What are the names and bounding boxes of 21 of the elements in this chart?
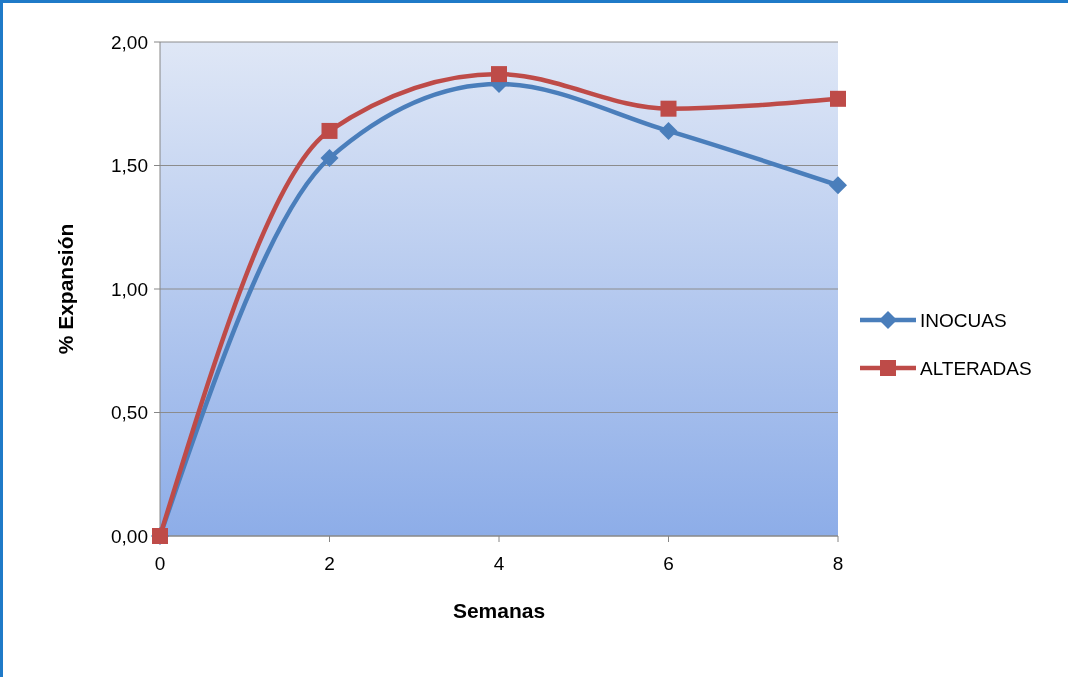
x-tick-label: 4 [493, 553, 505, 574]
legend-label: INOCUAS [920, 309, 1007, 331]
x-tick-label: 0 [154, 553, 166, 574]
point [321, 122, 338, 139]
x-tick-label: 6 [663, 553, 674, 574]
point [830, 90, 846, 107]
x-axis-title: Semanas [452, 599, 546, 622]
y-tick-label: 1,00 [111, 278, 148, 300]
point [829, 176, 847, 195]
x-tick-label: 8 [832, 553, 844, 574]
point [660, 100, 677, 117]
y-tick-label: 2,00 [111, 31, 148, 53]
point [659, 121, 678, 140]
y-axis-title: % Expansión [54, 223, 77, 355]
y-tick-label: 0,50 [111, 402, 148, 424]
point [491, 66, 507, 83]
x-tick-label: 2 [324, 553, 335, 574]
y-tick-label: 0,00 [111, 525, 148, 547]
point [320, 149, 339, 168]
y-tick-label: 1,50 [111, 155, 148, 177]
legend-label: ALTERADAS [920, 357, 1032, 379]
